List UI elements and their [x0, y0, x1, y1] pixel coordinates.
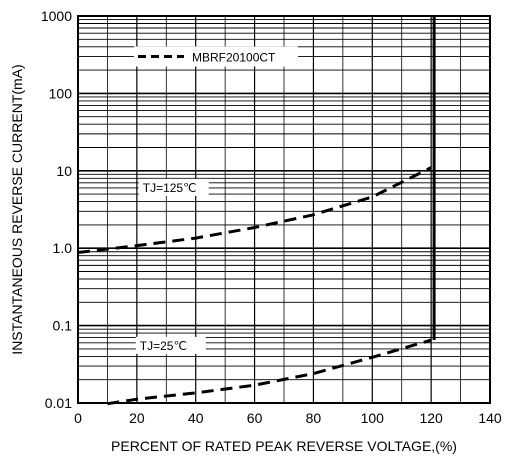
- annotation-label: TJ=125℃: [143, 181, 197, 195]
- y-tick-labels: 0.01 0.1 1.0 10 100 1000: [41, 8, 72, 411]
- x-tick-label: 60: [247, 410, 263, 426]
- x-tick-label: 140: [478, 410, 502, 426]
- x-axis-label: PERCENT OF RATED PEAK REVERSE VOLTAGE,(%…: [111, 438, 457, 454]
- x-tick-label: 20: [129, 410, 145, 426]
- annotation-background: [138, 178, 209, 196]
- x-tick-label: 40: [188, 410, 204, 426]
- series-group: [77, 16, 436, 406]
- series-line: [77, 166, 432, 254]
- y-tick-label: 1.0: [53, 240, 73, 256]
- plot-frame: [77, 15, 491, 404]
- x-tick-label: 100: [361, 410, 385, 426]
- x-tick-label: 0: [74, 410, 82, 426]
- y-tick-label: 0.01: [45, 395, 72, 411]
- y-tick-label: 10: [56, 163, 72, 179]
- y-tick-label: 0.1: [53, 318, 73, 334]
- y-tick-label: 1000: [41, 8, 72, 24]
- annotation-label: TJ=25℃: [140, 339, 187, 353]
- x-tick-labels: 0 20 40 60 80 100 120 140: [74, 410, 502, 426]
- y-tick-label: 100: [49, 85, 73, 101]
- legend-label: MBRF20100CT: [192, 50, 276, 64]
- series-line: [107, 338, 432, 406]
- x-tick-label: 80: [306, 410, 322, 426]
- grid: [77, 16, 491, 404]
- y-axis-label: INSTANTANEOUS REVERSE CURRENT(mA): [9, 64, 25, 354]
- legend-background: [134, 46, 298, 67]
- annotations: TJ=125℃ TJ=25℃: [135, 178, 209, 354]
- legend: MBRF20100CT: [134, 46, 298, 67]
- annotation-background: [135, 336, 206, 354]
- x-tick-label: 120: [419, 410, 443, 426]
